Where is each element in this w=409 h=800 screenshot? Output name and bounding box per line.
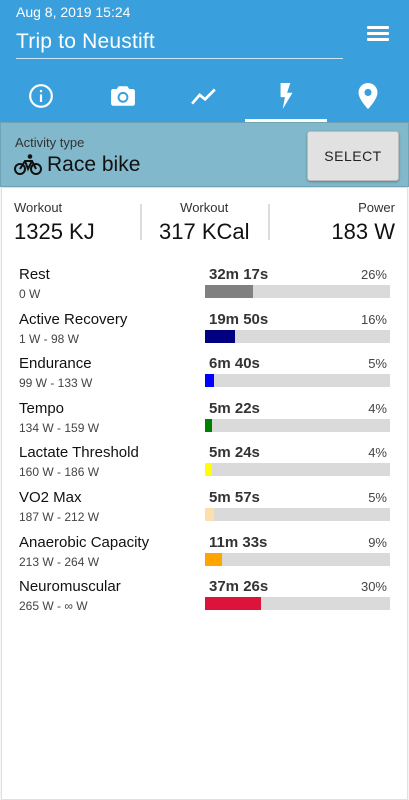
- zone-time: 5m 24s: [209, 444, 260, 462]
- trip-title[interactable]: Trip to Neustift: [16, 30, 155, 53]
- zone-percent: 26%: [360, 267, 387, 282]
- zone-bar-fill: [205, 285, 254, 298]
- zone-time: 37m 26s: [209, 578, 269, 596]
- zone-row: Lactate Threshold 160 W - 186 W 5m 24s 4%: [2, 440, 407, 484]
- zone-bar-track: [205, 508, 390, 521]
- zone-range: 160 W - 186 W: [19, 465, 100, 480]
- stat-value: 183 W: [331, 219, 395, 244]
- stat-label: Power: [358, 200, 395, 215]
- zone-name: VO2 Max: [19, 489, 82, 506]
- zone-time: 5m 22s: [209, 399, 260, 417]
- zone-bar-track: [205, 463, 390, 477]
- zone-bar-track: [205, 329, 390, 343]
- tab-charts[interactable]: [164, 70, 246, 122]
- zone-row: Neuromuscular 265 W - ∞ W 37m 26s 30%: [2, 574, 407, 618]
- info-icon: [28, 84, 53, 108]
- zone-bar-fill: [205, 374, 215, 388]
- tab-power[interactable]: [245, 70, 327, 122]
- zone-range: 265 W - ∞ W: [19, 599, 88, 614]
- stat-value: 317 KCal: [159, 219, 250, 244]
- zone-bar-track: [205, 285, 390, 298]
- tab-photos[interactable]: [82, 70, 164, 122]
- zone-bar-fill: [205, 463, 213, 477]
- zone-bar-track: [205, 374, 390, 388]
- zone-bar-fill: [205, 329, 235, 343]
- bicycle-icon: [14, 154, 42, 175]
- zone-range: 134 W - 159 W: [19, 420, 100, 435]
- zone-name: Neuromuscular: [19, 578, 121, 596]
- zone-row: Tempo 134 W - 159 W 5m 22s 4%: [2, 396, 407, 440]
- trip-date: Aug 8, 2019 15:24: [16, 4, 131, 20]
- zone-percent: 5%: [368, 356, 387, 372]
- tab-location[interactable]: [327, 70, 409, 122]
- power-zones-panel: Workout 1325 KJ Workout 317 KCal Power 1…: [1, 187, 408, 800]
- tab-bar: [0, 70, 409, 122]
- zone-row: Anaerobic Capacity 213 W - 264 W 11m 33s 9%: [2, 530, 407, 574]
- zone-bar-track: [205, 552, 390, 566]
- stat-divider: [140, 204, 142, 240]
- zone-row: Rest 0 W 32m 17s 26%: [2, 262, 407, 306]
- stat-label: Workout: [180, 200, 229, 215]
- activity-type-label: Activity type: [15, 135, 85, 150]
- zone-percent: 9%: [368, 534, 387, 550]
- zone-bar-fill: [205, 418, 213, 432]
- zone-percent: 4%: [368, 445, 387, 461]
- stat-divider: [268, 204, 270, 240]
- zone-name: Rest: [19, 266, 50, 283]
- activity-name: Race bike: [47, 153, 141, 176]
- zone-name: Lactate Threshold: [19, 444, 139, 462]
- app-header: Aug 8, 2019 15:24 Trip to Neustift: [0, 0, 409, 122]
- zone-percent: 16%: [360, 311, 387, 327]
- tab-info[interactable]: [0, 70, 82, 122]
- camera-icon: [110, 86, 135, 106]
- zone-time: 5m 57s: [209, 489, 260, 506]
- zone-time: 32m 17s: [209, 266, 269, 283]
- zone-name: Anaerobic Capacity: [19, 533, 150, 551]
- zone-time: 19m 50s: [209, 310, 269, 328]
- zone-percent: 30%: [360, 579, 387, 595]
- zone-range: 187 W - 212 W: [19, 510, 100, 524]
- zone-range: 1 W - 98 W: [19, 331, 80, 346]
- zone-bar-fill: [205, 552, 222, 566]
- zone-name: Active Recovery: [19, 310, 128, 328]
- hamburger-menu-icon[interactable]: [367, 24, 389, 42]
- stat-energy: Workout 1325 KJ: [14, 200, 95, 245]
- chart-line-icon: [191, 88, 217, 105]
- stat-calories: Workout 317 KCal: [159, 200, 250, 245]
- zone-percent: 5%: [368, 490, 387, 505]
- zone-row: Active Recovery 1 W - 98 W 19m 50s 16%: [2, 307, 407, 351]
- lightning-icon: [280, 83, 293, 109]
- zone-bar-fill: [205, 508, 215, 521]
- stat-value: 1325 KJ: [14, 219, 95, 244]
- zone-name: Tempo: [19, 399, 65, 417]
- zone-time: 11m 33s: [209, 533, 268, 551]
- zone-range: 99 W - 133 W: [19, 376, 93, 391]
- activity-type-value: Race bike: [14, 153, 140, 177]
- zone-name: Endurance: [19, 355, 92, 373]
- zone-bar-track: [205, 418, 390, 432]
- workout-stats: Workout 1325 KJ Workout 317 KCal Power 1…: [2, 188, 407, 248]
- zone-row: Endurance 99 W - 133 W 6m 40s 5%: [2, 351, 407, 395]
- title-underline: [16, 58, 343, 59]
- zone-bar-fill: [205, 597, 261, 611]
- stat-power: Power 183 W: [331, 200, 395, 245]
- zone-range: 213 W - 264 W: [19, 554, 100, 569]
- zone-time: 6m 40s: [209, 355, 260, 373]
- location-pin-icon: [358, 83, 378, 109]
- zone-bar-track: [205, 597, 390, 611]
- select-activity-button[interactable]: SELECT: [307, 131, 399, 181]
- zone-range: 0 W: [19, 287, 41, 301]
- zone-row: VO2 Max 187 W - 212 W 5m 57s 5%: [2, 485, 407, 529]
- stat-label: Workout: [14, 200, 63, 215]
- activity-type-bar: Activity type Race bike SELECT: [0, 122, 409, 187]
- zone-percent: 4%: [368, 400, 387, 416]
